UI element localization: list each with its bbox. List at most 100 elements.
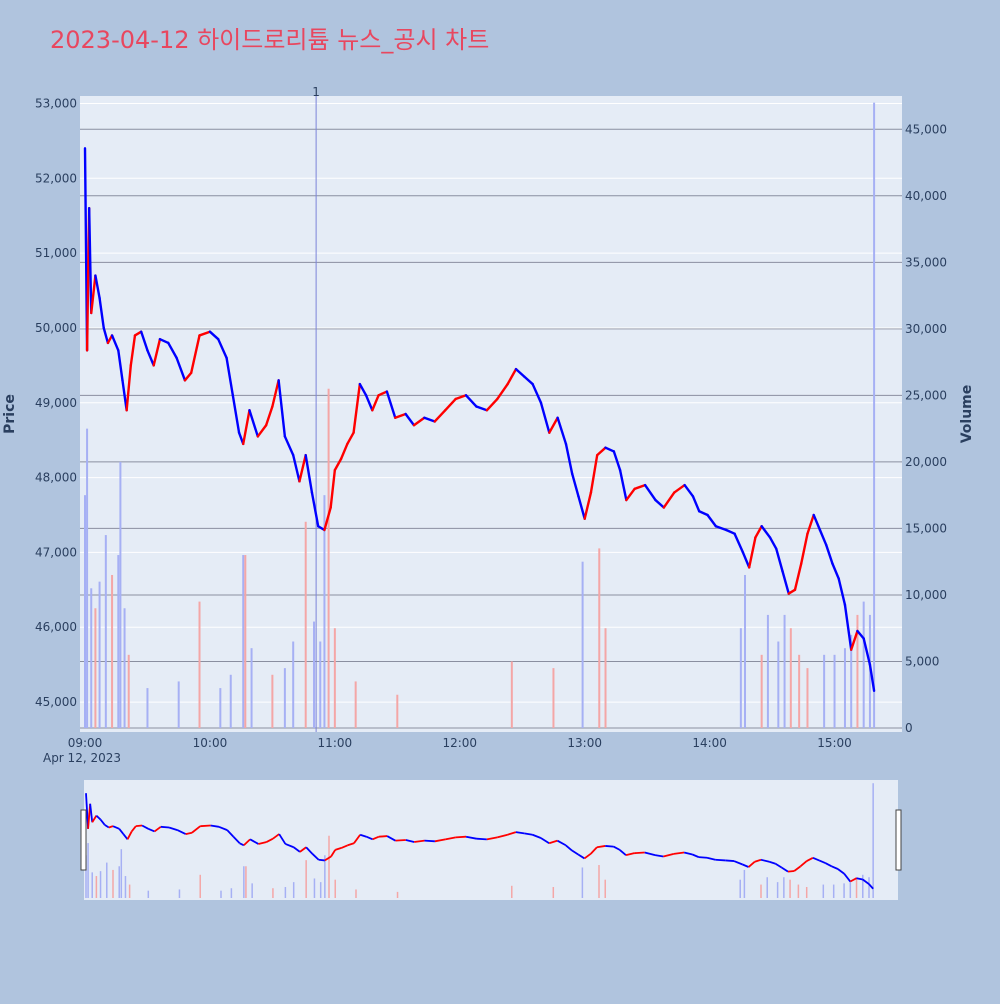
range-slider-price-segment <box>725 859 735 862</box>
range-slider[interactable] <box>84 780 898 900</box>
price-tick-label: 52,000 <box>35 171 77 185</box>
range-slider-volume-bar <box>230 888 233 898</box>
range-slider-price-segment <box>200 824 211 828</box>
range-slider-price-segment <box>715 858 726 862</box>
volume-bar <box>219 688 222 728</box>
range-slider-volume-bar <box>245 866 247 898</box>
range-slider-volume-bar <box>797 884 800 898</box>
price-tick-label: 48,000 <box>35 471 77 485</box>
volume-bar <box>552 668 555 728</box>
price-segment <box>612 450 622 472</box>
range-slider-volume-bar <box>292 882 295 898</box>
price-segment <box>643 483 657 502</box>
volume-tick-label: 45,000 <box>905 122 947 136</box>
volume-bar <box>127 654 130 728</box>
price-segment <box>604 446 616 453</box>
range-slider-volume-bar <box>760 884 762 898</box>
price-tick-label: 53,000 <box>35 96 77 110</box>
volume-tick-label: 15,000 <box>905 521 947 535</box>
volume-bar <box>823 654 826 728</box>
range-slider-volume-bar <box>99 871 102 898</box>
volume-bar <box>198 601 201 728</box>
range-slider-price-segment <box>99 819 106 826</box>
range-slider-price-segment <box>243 838 251 846</box>
price-segment <box>843 603 853 651</box>
range-slider-price-segment <box>386 835 396 842</box>
volume-bar <box>604 628 607 728</box>
range-slider-volume-bar <box>324 855 326 898</box>
range-slider-price-segment <box>272 833 280 840</box>
range-slider-price-segment <box>108 825 114 829</box>
range-slider-price-segment <box>89 803 94 823</box>
volume-bar <box>510 661 513 728</box>
volume-tick-label: 20,000 <box>905 455 947 469</box>
volume-bar <box>873 102 876 728</box>
range-slider-price-segment <box>130 825 137 832</box>
volume-bar <box>123 608 126 728</box>
range-slider-price-segment <box>160 825 170 829</box>
price-segment <box>152 337 162 367</box>
range-slider-volume-bar <box>805 887 808 898</box>
time-tick-label: 12:00 <box>442 736 477 750</box>
range-slider-right-handle[interactable] <box>895 809 902 871</box>
volume-bar <box>766 614 769 728</box>
price-segment <box>775 547 784 573</box>
price-segment <box>691 495 701 513</box>
range-slider-price-segment <box>305 846 314 855</box>
range-slider-price-segment <box>147 827 155 833</box>
range-slider-price-segment <box>824 862 833 868</box>
range-slider-price-segment <box>353 834 361 844</box>
price-tick-label: 49,000 <box>35 396 77 410</box>
range-slider-price-segment <box>445 836 456 841</box>
price-series <box>83 147 876 693</box>
volume-bar <box>84 495 86 728</box>
price-segment <box>464 394 478 408</box>
range-slider-price-segment <box>793 865 801 872</box>
range-slider-left-handle[interactable] <box>80 809 87 871</box>
volume-bar <box>86 428 89 728</box>
price-segment <box>443 397 457 412</box>
chart-title: 2023-04-12 하이드로리튬 뉴스_공시 차트 <box>50 26 489 54</box>
price-segment <box>595 446 607 457</box>
range-slider-price-segment <box>741 863 749 868</box>
date-label: Apr 12, 2023 <box>43 751 121 765</box>
range-slider-price-segment <box>806 856 814 862</box>
range-slider-price-segment <box>515 831 525 835</box>
price-segment <box>394 412 407 419</box>
range-slider-volume-bar <box>313 878 316 898</box>
time-tick-label: 10:00 <box>193 736 228 750</box>
volume-bar <box>229 674 232 728</box>
price-segment <box>304 453 314 494</box>
range-slider-price-segment <box>226 829 235 838</box>
range-slider-price-segment <box>760 858 770 863</box>
volume-bar <box>323 495 326 728</box>
range-slider-volume-bar <box>328 835 330 898</box>
range-slider-price-segment <box>524 832 533 836</box>
range-slider-price-segment <box>583 853 592 860</box>
range-slider-price-segment <box>154 826 162 833</box>
range-slider-volume-bar <box>91 872 93 898</box>
range-slider-price-segment <box>168 826 178 831</box>
volume-bar <box>862 601 865 728</box>
range-slider-price-segment <box>613 845 621 851</box>
range-slider-price-segment <box>414 839 425 843</box>
price-segment <box>793 562 803 592</box>
volume-bar <box>581 561 584 728</box>
range-slider-volume-bar <box>581 867 584 898</box>
range-slider-price-segment <box>862 878 870 885</box>
price-segment <box>514 367 526 378</box>
volume-tick-label: 0 <box>905 721 913 735</box>
range-slider-price-segment <box>266 837 274 843</box>
price-segment <box>523 375 534 386</box>
price-plot-area[interactable] <box>80 96 902 732</box>
price-segment <box>683 483 695 498</box>
price-tick-label: 50,000 <box>35 321 77 335</box>
range-slider-price-segment <box>341 844 349 849</box>
range-slider-volume-bar <box>862 874 864 898</box>
volume-tick-label: 35,000 <box>905 255 947 269</box>
price-segment <box>225 356 235 397</box>
range-slider-price-segment <box>285 843 295 849</box>
range-slider-price-segment <box>831 865 839 870</box>
price-segment <box>167 341 178 360</box>
